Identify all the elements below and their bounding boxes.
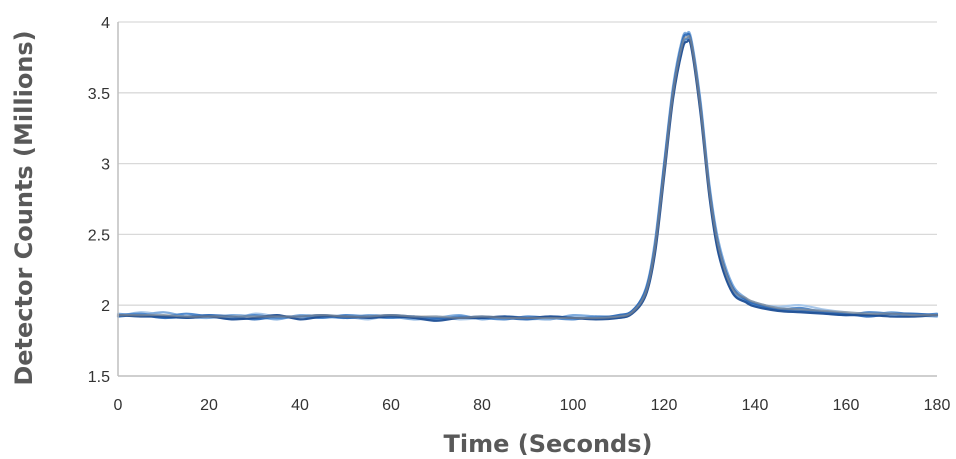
y-tick-label: 1.5 — [88, 369, 110, 386]
series-line-6 — [116, 34, 939, 320]
x-tick-label: 180 — [924, 397, 951, 414]
x-tick-label: 140 — [742, 397, 769, 414]
x-tick-label: 20 — [200, 397, 218, 414]
x-tick-label: 160 — [833, 397, 860, 414]
x-axis-title: Time (Seconds) — [443, 430, 652, 458]
axes — [117, 22, 937, 377]
x-tick-label: 0 — [114, 397, 123, 414]
y-tick-label: 2 — [101, 298, 110, 315]
series-line-2 — [116, 30, 939, 321]
y-tick-label: 3.5 — [88, 86, 110, 103]
y-tick-labels: 1.5 2 2.5 3 3.5 4 — [88, 15, 110, 386]
gridlines — [118, 21, 937, 306]
series-line-3 — [116, 36, 939, 321]
x-tick-label: 40 — [291, 397, 309, 414]
y-tick-label: 4 — [101, 15, 110, 32]
y-axis-title: Detector Counts (Millions) — [10, 30, 38, 385]
y-tick-label: 3 — [101, 157, 110, 174]
y-tick-label: 2.5 — [88, 227, 110, 244]
series-line-1 — [116, 34, 939, 321]
x-tick-label: 80 — [473, 397, 491, 414]
series-lines — [116, 30, 939, 322]
x-tick-labels: 0 20 40 60 80 100 120 140 160 180 — [114, 397, 951, 414]
x-tick-label: 60 — [382, 397, 400, 414]
x-tick-label: 100 — [560, 397, 587, 414]
series-line-4 — [116, 32, 939, 321]
x-tick-label: 120 — [651, 397, 678, 414]
series-line-5 — [116, 38, 939, 322]
